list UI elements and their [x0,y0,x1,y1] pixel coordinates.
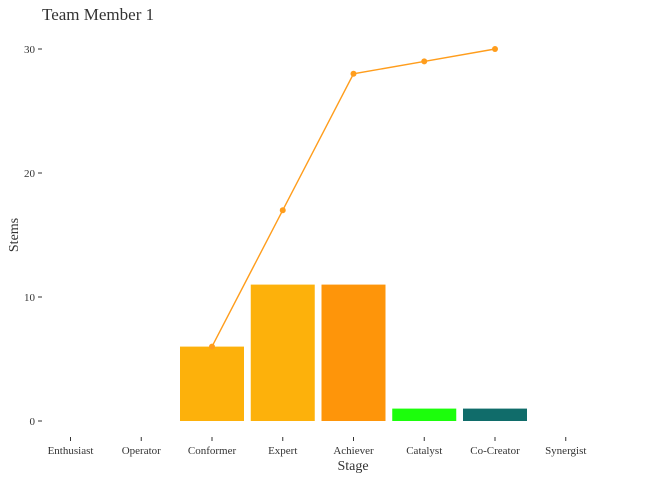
x-tick-label: Conformer [188,445,237,457]
x-tick-label: Synergist [545,445,586,457]
x-tick-label: Catalyst [406,445,442,457]
cumulative-point-achiever [350,70,357,77]
x-tick-label: Operator [122,445,161,457]
y-tick-label: 10 [24,292,36,304]
bar-co-creator [463,408,527,421]
x-tick-label: Co-Creator [470,445,520,457]
y-tick-label: 30 [24,44,36,56]
x-tick-label: Achiever [333,445,374,457]
plot-area: 0 10 20 30 Enthusiast Operator Conformer Expert… [24,44,586,457]
cumulative-point-expert [279,207,286,214]
bar-conformer [180,346,244,421]
y-tick-label: 0 [30,416,36,428]
x-tick-label: Expert [268,445,297,457]
bar-achiever [321,284,386,421]
cumulative-point-conformer [209,343,215,350]
cumulative-point-catalyst [421,58,428,65]
y-axis-label: Stems [7,218,22,252]
y-tick-label: 20 [24,168,36,180]
x-tick-label: Enthusiast [48,445,94,457]
bar-catalyst [392,408,457,421]
cumulative-point-co-creator [492,46,498,52]
x-axis-label: Stage [337,459,368,474]
chart-title: Team Member 1 [42,5,154,24]
bar-expert [250,284,315,421]
